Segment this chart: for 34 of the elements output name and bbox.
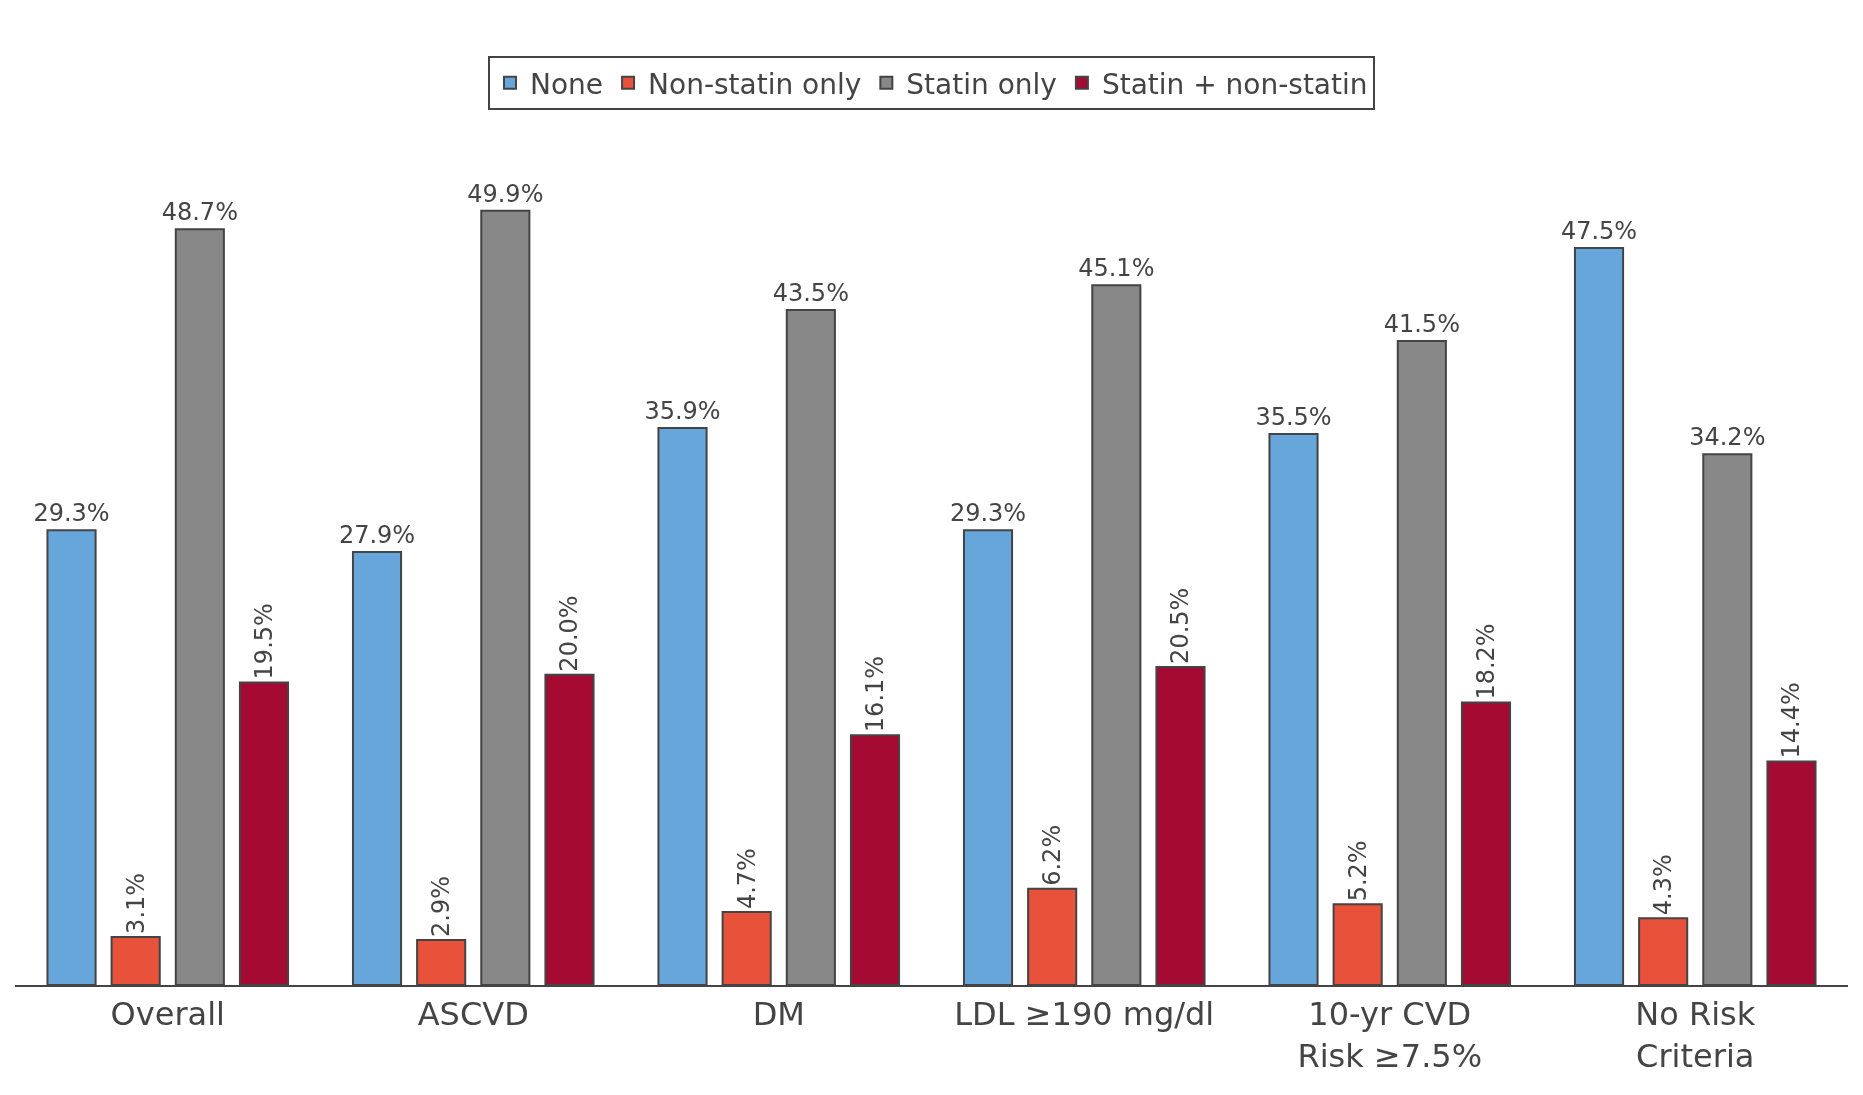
legend-label: Non-statin only xyxy=(648,67,862,101)
data-label: 35.5% xyxy=(1255,403,1332,432)
x-tick-label: ASCVD xyxy=(417,995,529,1034)
legend-label: None xyxy=(530,67,604,101)
data-label: 5.2% xyxy=(1343,840,1372,902)
data-label: 20.5% xyxy=(1166,587,1195,664)
data-label: 29.3% xyxy=(949,499,1027,528)
data-label: 48.7% xyxy=(161,198,238,227)
data-label: 41.5% xyxy=(1383,310,1460,339)
data-label: 20.0% xyxy=(555,595,584,672)
data-label: 27.9% xyxy=(338,521,416,550)
data-label: 43.5% xyxy=(772,278,849,307)
data-label: 19.5% xyxy=(249,603,278,680)
data-label: 49.9% xyxy=(467,179,544,208)
data-label: 35.9% xyxy=(644,396,721,425)
data-label: 29.3% xyxy=(33,499,110,528)
x-tick-label: DM xyxy=(752,995,805,1034)
data-label: 34.2% xyxy=(1689,423,1766,452)
data-label: 45.1% xyxy=(1078,254,1155,283)
data-label: 3.1% xyxy=(121,872,150,934)
data-label: 4.3% xyxy=(1649,854,1678,916)
legend-label: Statin + non-statin xyxy=(1101,67,1368,101)
data-label: 47.5% xyxy=(1560,216,1638,245)
x-tick-label: No Risk Criteria xyxy=(1635,995,1756,1075)
data-label: 14.4% xyxy=(1777,682,1806,759)
legend-label: Statin only xyxy=(906,67,1057,101)
data-label: 4.7% xyxy=(732,848,761,910)
data-label: 2.9% xyxy=(427,876,456,937)
x-tick-label: Overall xyxy=(110,995,225,1034)
data-label: 16.1% xyxy=(860,655,889,733)
x-tick-label: 10-yr CVD Risk ≥7.5% xyxy=(1297,995,1483,1075)
data-label: 18.2% xyxy=(1471,623,1500,700)
data-label: 6.2% xyxy=(1038,824,1067,886)
x-tick-label: LDL ≥190 mg/dl xyxy=(954,995,1215,1034)
